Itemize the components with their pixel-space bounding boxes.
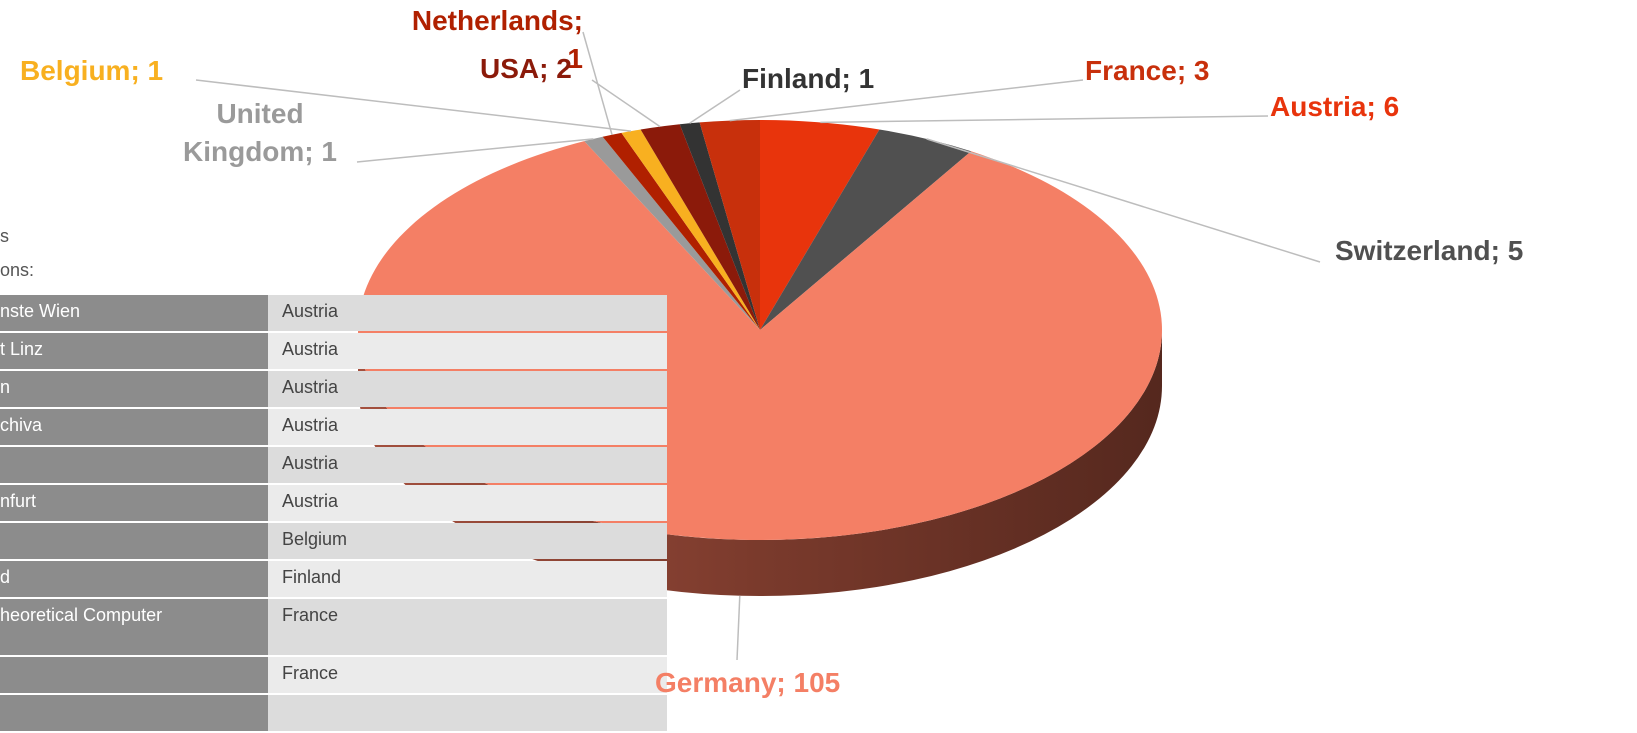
table-cell: d: [0, 561, 268, 597]
leader-line: [689, 89, 741, 124]
table-row: nfurt Austria: [0, 485, 667, 521]
table-row: Austria: [0, 447, 667, 483]
leader-line: [356, 138, 594, 163]
table-cell: t Linz: [0, 333, 268, 369]
table-row: n Austria: [0, 371, 667, 407]
pie-slice: [621, 129, 760, 330]
table-row: Belgium: [0, 523, 667, 559]
table-cell: [268, 695, 667, 731]
table-cell: [0, 695, 268, 731]
table-row: d Finland: [0, 561, 667, 597]
table: nste Wien Austria t Linz Austria n Austria chi…: [0, 293, 667, 733]
leader-line: [926, 138, 1321, 263]
table-row: chiva Austria: [0, 409, 667, 445]
leader-line: [195, 79, 632, 132]
pie-slice: [760, 129, 972, 330]
pie-slice: [699, 120, 760, 330]
table-cell: nste Wien: [0, 295, 268, 331]
pie-slice: [679, 122, 760, 330]
table-cell: Austria: [268, 447, 667, 483]
data-label: Germany; 105: [655, 667, 841, 698]
table-cell: nfurt: [0, 485, 268, 521]
pie-slice: [602, 132, 760, 330]
table-cell: [0, 657, 268, 693]
pie-slice: [640, 124, 760, 330]
table-cell: France: [268, 599, 667, 655]
table-cell: heoretical Computer: [0, 599, 268, 655]
table-cell: Finland: [268, 561, 667, 597]
table-cell: Austria: [268, 333, 667, 369]
data-label: Belgium; 1: [20, 55, 164, 86]
leader-line: [729, 79, 1084, 122]
table-row: nste Wien Austria: [0, 295, 667, 331]
pie-slice: [760, 120, 880, 330]
data-label: United Kingdom; 1: [183, 98, 337, 167]
data-label: USA; 2: [480, 53, 572, 84]
data-label: France; 3: [1085, 55, 1210, 86]
table-cell: Austria: [268, 371, 667, 407]
table-row: [0, 695, 667, 731]
pie-slice: [584, 136, 760, 330]
data-label: Finland; 1: [742, 63, 875, 94]
table-cell: Austria: [268, 485, 667, 521]
table-cell: Belgium: [268, 523, 667, 559]
data-label: Netherlands; 1: [411, 5, 583, 74]
table-cell: chiva: [0, 409, 268, 445]
table-cell: [0, 447, 268, 483]
data-label: Austria; 6: [1270, 91, 1400, 122]
table-row: heoretical Computer France: [0, 599, 667, 655]
table-cell: n: [0, 371, 268, 407]
leader-line: [591, 79, 661, 128]
table-cell: France: [268, 657, 667, 693]
table-cell: Austria: [268, 295, 667, 331]
table-cell: Austria: [268, 409, 667, 445]
table-row: t Linz Austria: [0, 333, 667, 369]
side-text: s: [0, 226, 9, 246]
data-label: Switzerland; 5: [1335, 235, 1524, 266]
table-row: France: [0, 657, 667, 693]
leader-line: [820, 115, 1269, 124]
side-text: ons:: [0, 260, 35, 280]
table-cell: [0, 523, 268, 559]
leader-line: [736, 595, 741, 661]
